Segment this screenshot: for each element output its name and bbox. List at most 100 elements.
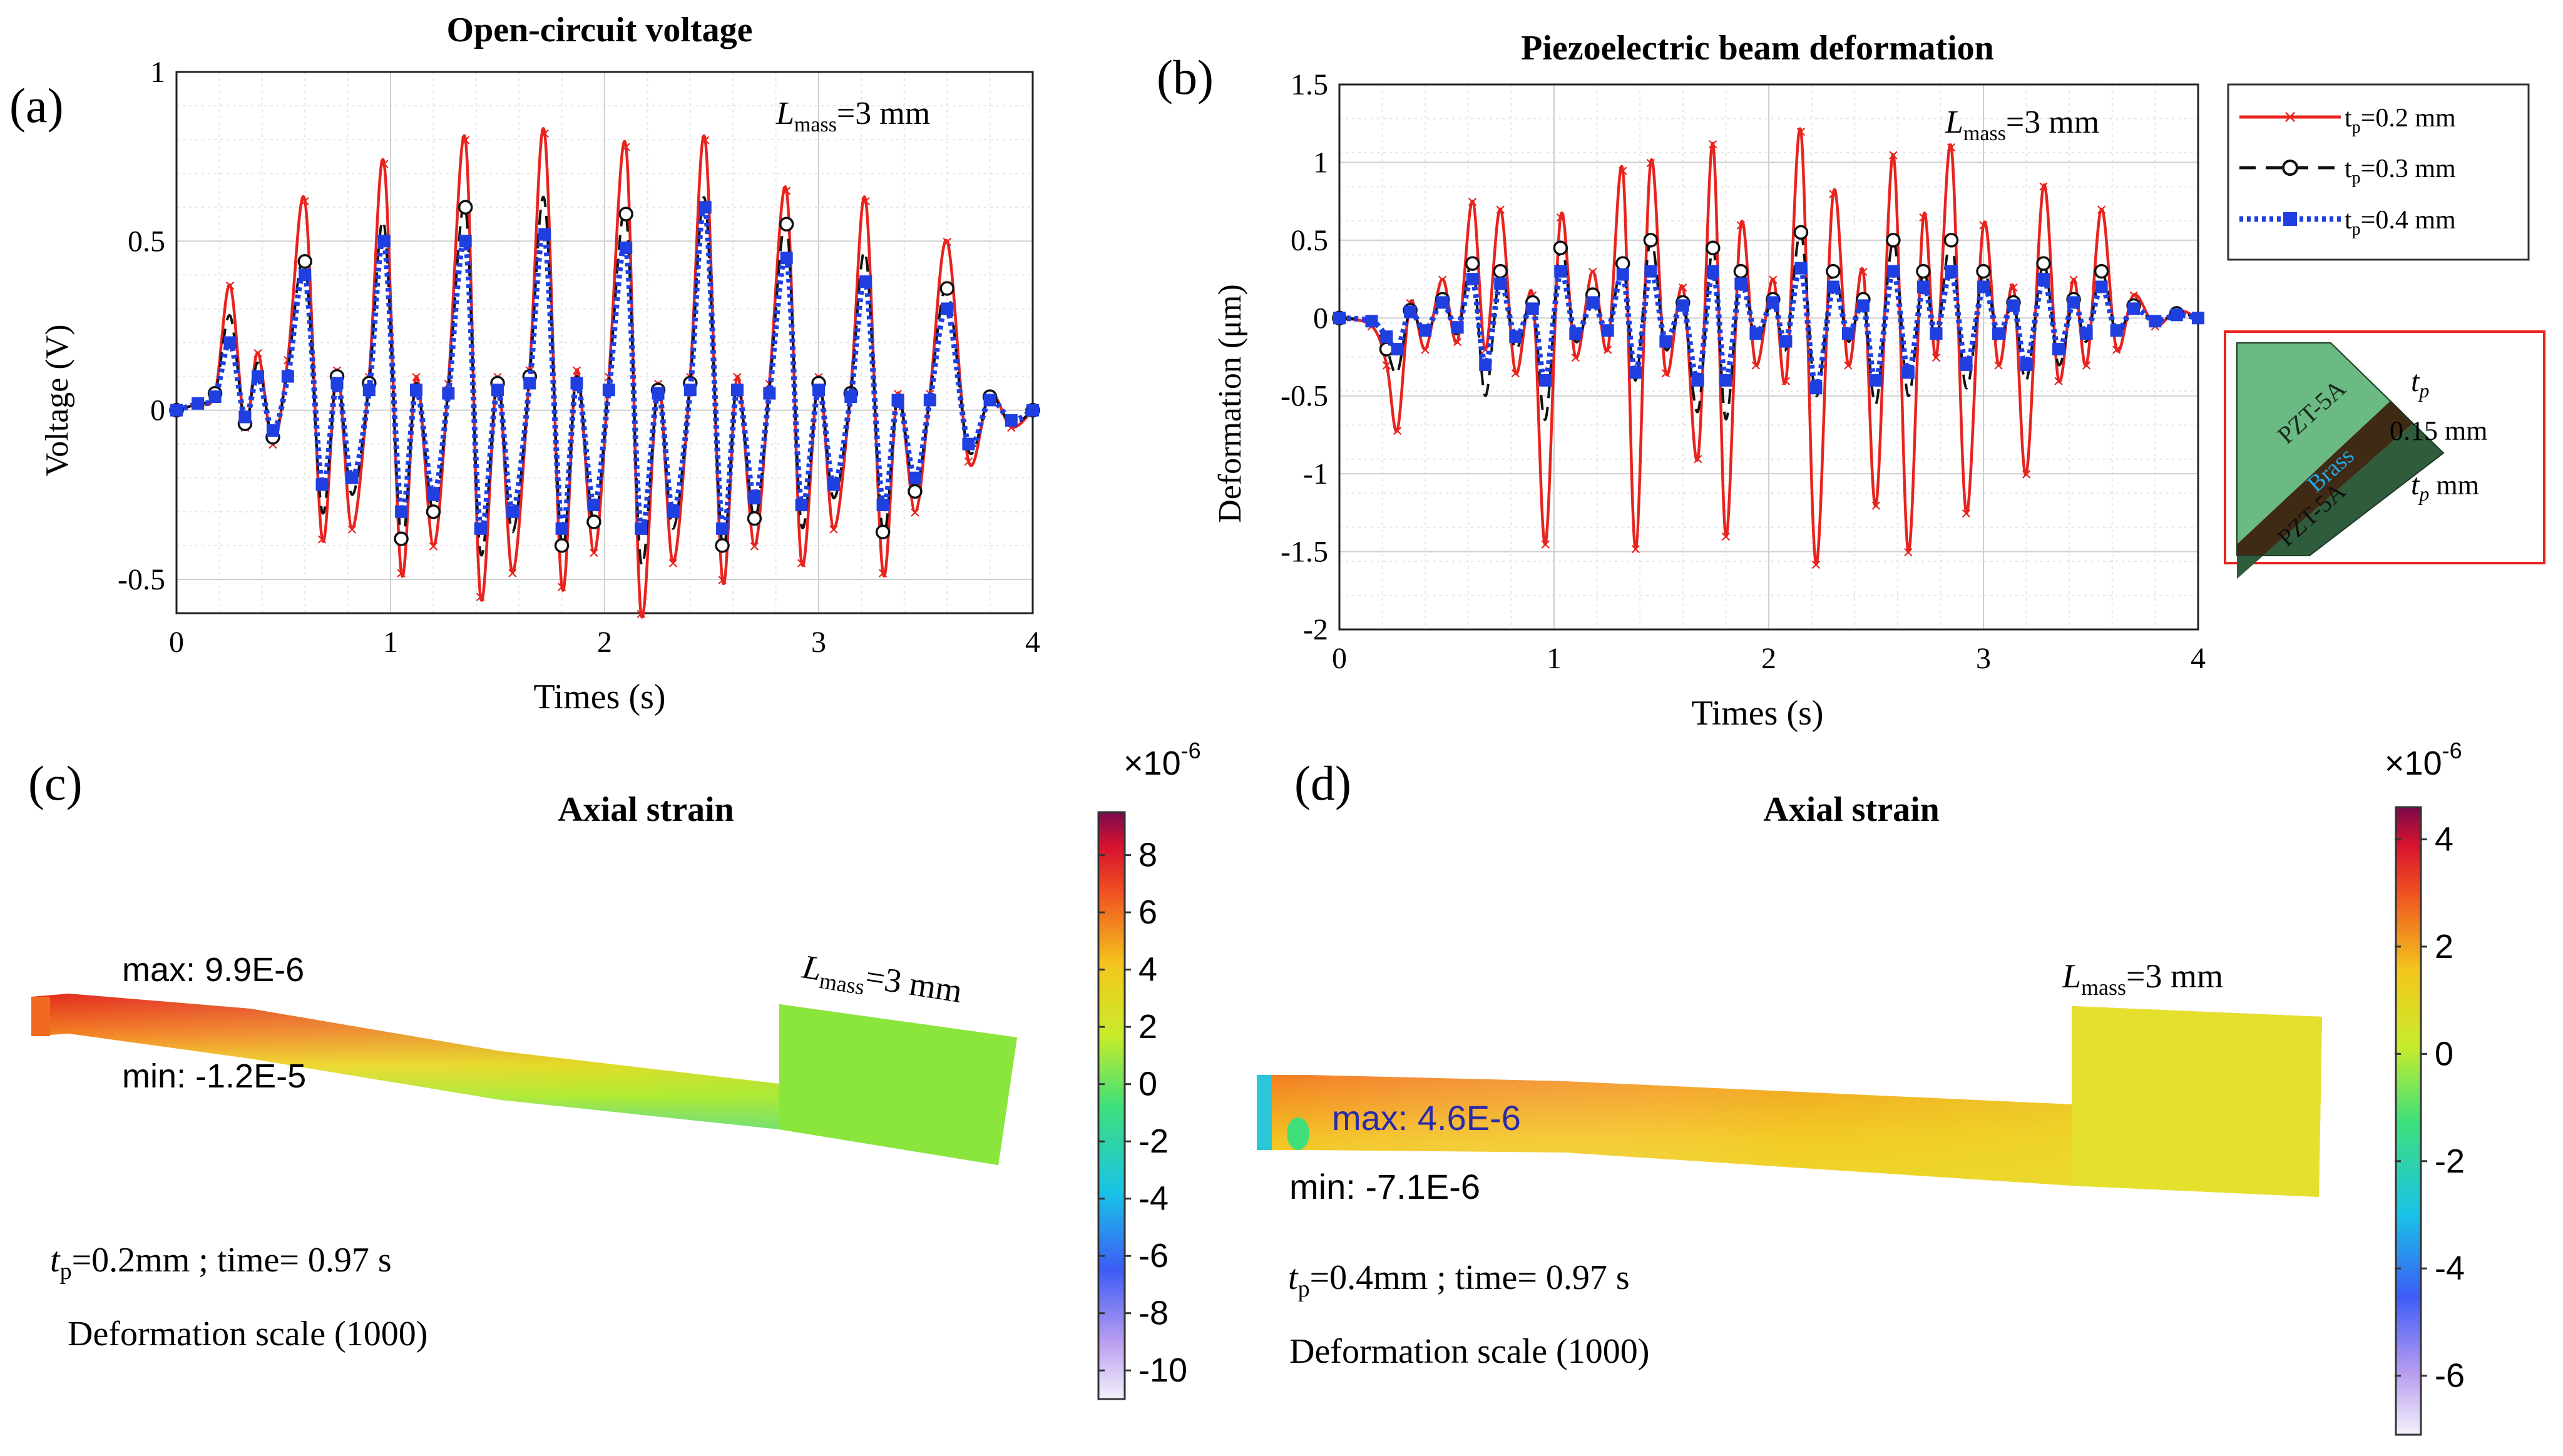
series-marker-0: × <box>475 587 486 608</box>
chart-a-ylabel: Voltage (V) <box>39 324 75 476</box>
series-marker-2 <box>1992 327 2005 340</box>
series-marker-2 <box>1916 280 1930 293</box>
series-marker-1 <box>1916 263 1931 279</box>
inset-annot-bot: tp mm <box>2411 468 2479 505</box>
series-marker-2 <box>1977 280 1990 293</box>
series-marker-0: × <box>796 553 807 574</box>
series-marker-0: × <box>1961 503 1972 524</box>
series-marker-0: × <box>1692 449 1704 469</box>
panel-d-tag: (d) <box>1294 756 1351 810</box>
series-marker-2 <box>1719 374 1732 387</box>
strain-d-max: max: 4.6E-6 <box>1332 1098 1521 1138</box>
series-marker-0: × <box>1707 135 1719 155</box>
x-tick-label: 1 <box>383 626 398 659</box>
y-tick-label: 1.5 <box>1291 68 1328 101</box>
series-marker-0: × <box>2111 340 2122 360</box>
panel-c: (c) Axial strain max: 9.9E-6 min: -1.2E-… <box>28 738 1201 1400</box>
series-marker-1 <box>458 200 473 215</box>
series-marker-2 <box>1960 358 1973 371</box>
strain-d-min: min: -7.1E-6 <box>1289 1167 1480 1206</box>
colorbar-c-ticks: 8 6 4 2 0 -2 -4 -6 -8 -10 <box>1098 837 1187 1389</box>
series-marker-2 <box>2067 296 2080 309</box>
series-marker-2 <box>1886 265 1900 278</box>
series-marker-0: × <box>749 536 760 557</box>
series-marker-0: × <box>225 276 236 297</box>
legend-entry-0: × tp=0.2 mm <box>2239 104 2456 137</box>
strain-c-scale: Deformation scale (1000) <box>68 1315 427 1353</box>
colorbar-tick-label: -8 <box>1138 1295 1169 1332</box>
series-marker-1 <box>1553 240 1568 256</box>
series-marker-0: × <box>507 563 518 584</box>
series-marker-0: × <box>700 130 711 151</box>
series-marker-2 <box>731 384 744 397</box>
series-marker-1 <box>394 531 409 546</box>
series-marker-2 <box>1930 327 1943 340</box>
legend-marker-2 <box>2283 212 2297 226</box>
series-marker-2 <box>1365 315 1378 328</box>
y-tick-label: 1 <box>1313 146 1328 179</box>
x-tick-label: 1 <box>1547 642 1562 675</box>
series-marker-2 <box>1419 324 1432 337</box>
series-marker-1 <box>875 524 891 539</box>
series-marker-2 <box>506 505 519 518</box>
strain-d-beam <box>1257 1006 2322 1197</box>
layer-inset: PZT-5A Brass PZT-5A tp 0.15 mm tp mm <box>2224 330 2545 579</box>
colorbar-c-multiplier: ×10-6 <box>1123 738 1201 782</box>
axes-frame <box>175 71 1034 614</box>
series-marker-2 <box>459 235 472 248</box>
annot-rest: =3 mm <box>2006 104 2099 140</box>
series-marker-1 <box>1733 263 1749 279</box>
strain-c-max: max: 9.9E-6 <box>122 951 304 989</box>
colorbar-d-multiplier: ×10-6 <box>2385 738 2462 782</box>
series-marker-1 <box>1826 263 1841 279</box>
series-marker-2 <box>748 492 761 505</box>
annot-rest: =3 mm <box>837 96 930 131</box>
series-marker-2 <box>2127 302 2141 315</box>
series-marker-1 <box>1643 233 1659 248</box>
series-marker-0: × <box>1540 534 1552 555</box>
colorbar-c: 8 6 4 2 0 -2 -4 -6 -8 -10 <box>1097 811 1187 1400</box>
series-marker-2 <box>192 397 205 410</box>
series-marker-2 <box>1333 312 1346 325</box>
series-marker-0: × <box>1677 278 1689 298</box>
colorbar-c-scale <box>1097 811 1126 1400</box>
series-marker-2 <box>2170 308 2183 322</box>
series-marker-2 <box>2110 324 2123 337</box>
series-marker-1 <box>297 254 312 269</box>
series-marker-0: × <box>620 137 632 158</box>
series-marker-0: × <box>1871 496 1882 516</box>
colorbar-tick-label: 0 <box>1138 1066 1157 1103</box>
series-marker-2 <box>1479 358 1492 371</box>
beam-d-clamp <box>1257 1075 1272 1150</box>
series-marker-0: × <box>717 570 728 591</box>
chart-b-title: Piezoelectric beam deformation <box>1521 29 1994 68</box>
panel-b: (b) Piezoelectric beam deformation 0 1 2 3 4… <box>1157 29 2545 733</box>
strain-d-scale: Deformation scale (1000) <box>1289 1332 1649 1371</box>
series-marker-2 <box>2080 327 2093 340</box>
series-marker-0: × <box>1392 420 1403 441</box>
series-marker-0: × <box>2081 355 2092 376</box>
series-marker-0: × <box>2038 176 2049 197</box>
series-marker-0: × <box>1721 527 1732 547</box>
series-marker-0: × <box>411 367 422 388</box>
chart-b-xlabel: Times (s) <box>1691 694 1823 733</box>
series-marker-2 <box>1005 414 1018 427</box>
series-marker-2 <box>1509 330 1522 344</box>
series-line-2 <box>175 202 1035 535</box>
colorbar-tick-label: 2 <box>2435 928 2453 965</box>
series-marker-0: × <box>1781 371 1792 392</box>
chart-b-ylabel: Deformation (μm) <box>1212 284 1248 523</box>
series-marker-2 <box>620 242 633 255</box>
series-marker-0: × <box>781 181 792 201</box>
series-marker-0: × <box>2008 278 2019 298</box>
series-marker-0: × <box>828 519 839 540</box>
colorbar-tick-label: 6 <box>1138 893 1157 931</box>
colorbar-d: 4 2 0 -2 -4 -6 <box>2395 806 2465 1436</box>
series-marker-2 <box>962 437 975 451</box>
series-marker-2 <box>1391 343 1404 356</box>
series-marker-2 <box>602 384 615 397</box>
strain-d-tp-label: tp=0.4mm ; time= 0.97 s <box>1288 1258 1630 1302</box>
series-marker-2 <box>281 370 294 383</box>
series-marker-0: × <box>556 577 568 598</box>
series-marker-0: × <box>347 519 358 540</box>
